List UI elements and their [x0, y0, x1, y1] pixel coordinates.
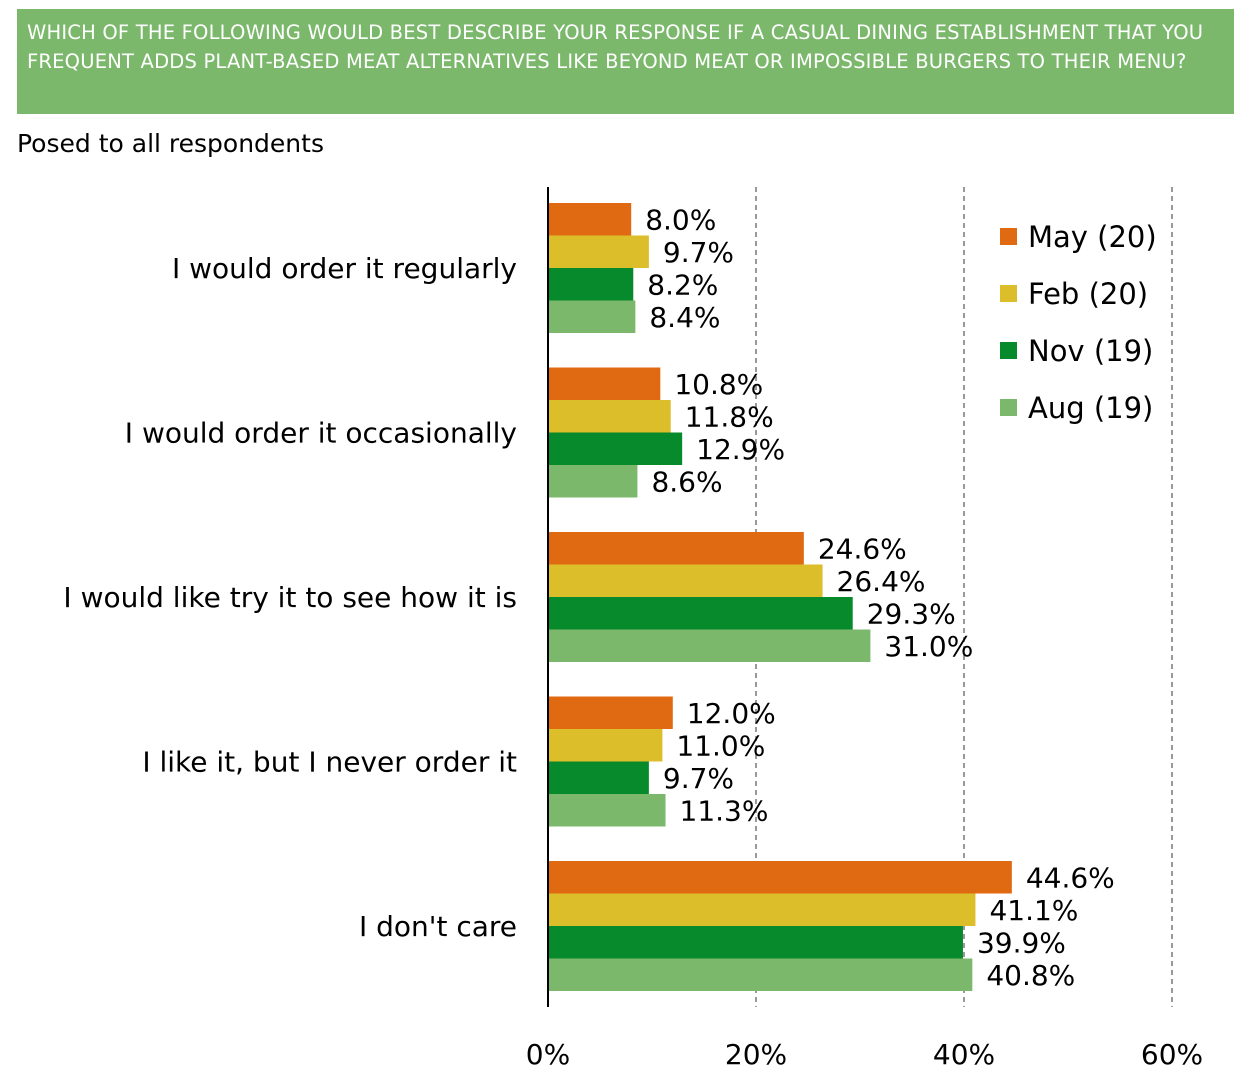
bar-4-0: [548, 861, 1012, 894]
legend-swatch-2: [1000, 342, 1017, 359]
legend-label-1: Feb (20): [1028, 277, 1148, 311]
legend-swatch-0: [1000, 228, 1017, 245]
legend-swatch-3: [1000, 399, 1017, 416]
question-banner: WHICH OF THE FOLLOWING WOULD BEST DESCRI…: [17, 9, 1234, 114]
bar-1-0: [548, 367, 661, 400]
bar-0-0: [548, 203, 632, 236]
value-label-2-3: 31.0%: [884, 630, 973, 663]
bar-3-3: [548, 794, 666, 827]
bar-2-1: [548, 564, 823, 597]
legend-label-2: Nov (19): [1028, 334, 1153, 368]
x-tick-label-60: 60%: [1141, 1038, 1203, 1071]
bar-3-2: [548, 761, 649, 794]
category-label-3: I like it, but I never order it: [142, 746, 517, 779]
bar-1-1: [548, 400, 671, 433]
bar-0-2: [548, 268, 634, 301]
value-label-2-2: 29.3%: [867, 597, 956, 630]
value-label-1-1: 11.8%: [685, 400, 774, 433]
value-label-3-0: 12.0%: [687, 697, 776, 730]
x-tick-label-0: 0%: [526, 1038, 570, 1071]
value-label-0-1: 9.7%: [663, 236, 734, 269]
value-label-3-1: 11.0%: [676, 729, 765, 762]
bar-0-3: [548, 300, 636, 333]
bar-3-1: [548, 729, 663, 762]
bar-4-3: [548, 958, 973, 991]
category-label-4: I don't care: [359, 910, 517, 943]
bar-0-1: [548, 235, 649, 268]
value-label-2-0: 24.6%: [818, 532, 907, 565]
value-label-4-3: 40.8%: [986, 959, 1075, 992]
value-label-3-2: 9.7%: [663, 762, 734, 795]
bar-2-2: [548, 597, 853, 630]
value-label-3-3: 11.3%: [680, 794, 769, 827]
value-label-4-1: 41.1%: [989, 894, 1078, 927]
legend-label-0: May (20): [1028, 220, 1157, 254]
value-label-2-1: 26.4%: [837, 565, 926, 598]
category-label-1: I would order it occasionally: [125, 417, 517, 450]
value-label-1-0: 10.8%: [674, 368, 763, 401]
bar-4-1: [548, 893, 976, 926]
respondent-note: Posed to all respondents: [17, 129, 324, 158]
legend-swatch-1: [1000, 285, 1017, 302]
x-tick-label-40: 40%: [933, 1038, 995, 1071]
value-label-0-3: 8.4%: [649, 301, 720, 334]
value-label-1-3: 8.6%: [651, 465, 722, 498]
bar-2-3: [548, 629, 871, 662]
category-label-0: I would order it regularly: [172, 252, 517, 285]
bar-1-2: [548, 432, 683, 465]
value-label-1-2: 12.9%: [696, 433, 785, 466]
x-tick-label-20: 20%: [725, 1038, 787, 1071]
bar-3-0: [548, 696, 673, 729]
value-label-4-0: 44.6%: [1026, 861, 1115, 894]
value-label-4-2: 39.9%: [977, 926, 1066, 959]
value-label-0-0: 8.0%: [645, 203, 716, 236]
bar-2-0: [548, 532, 804, 565]
category-label-2: I would like try it to see how it is: [63, 581, 517, 614]
value-label-0-2: 8.2%: [647, 268, 718, 301]
question-title: WHICH OF THE FOLLOWING WOULD BEST DESCRI…: [27, 21, 1204, 73]
bar-4-2: [548, 926, 963, 959]
bar-1-3: [548, 465, 638, 498]
legend-label-3: Aug (19): [1028, 391, 1153, 425]
